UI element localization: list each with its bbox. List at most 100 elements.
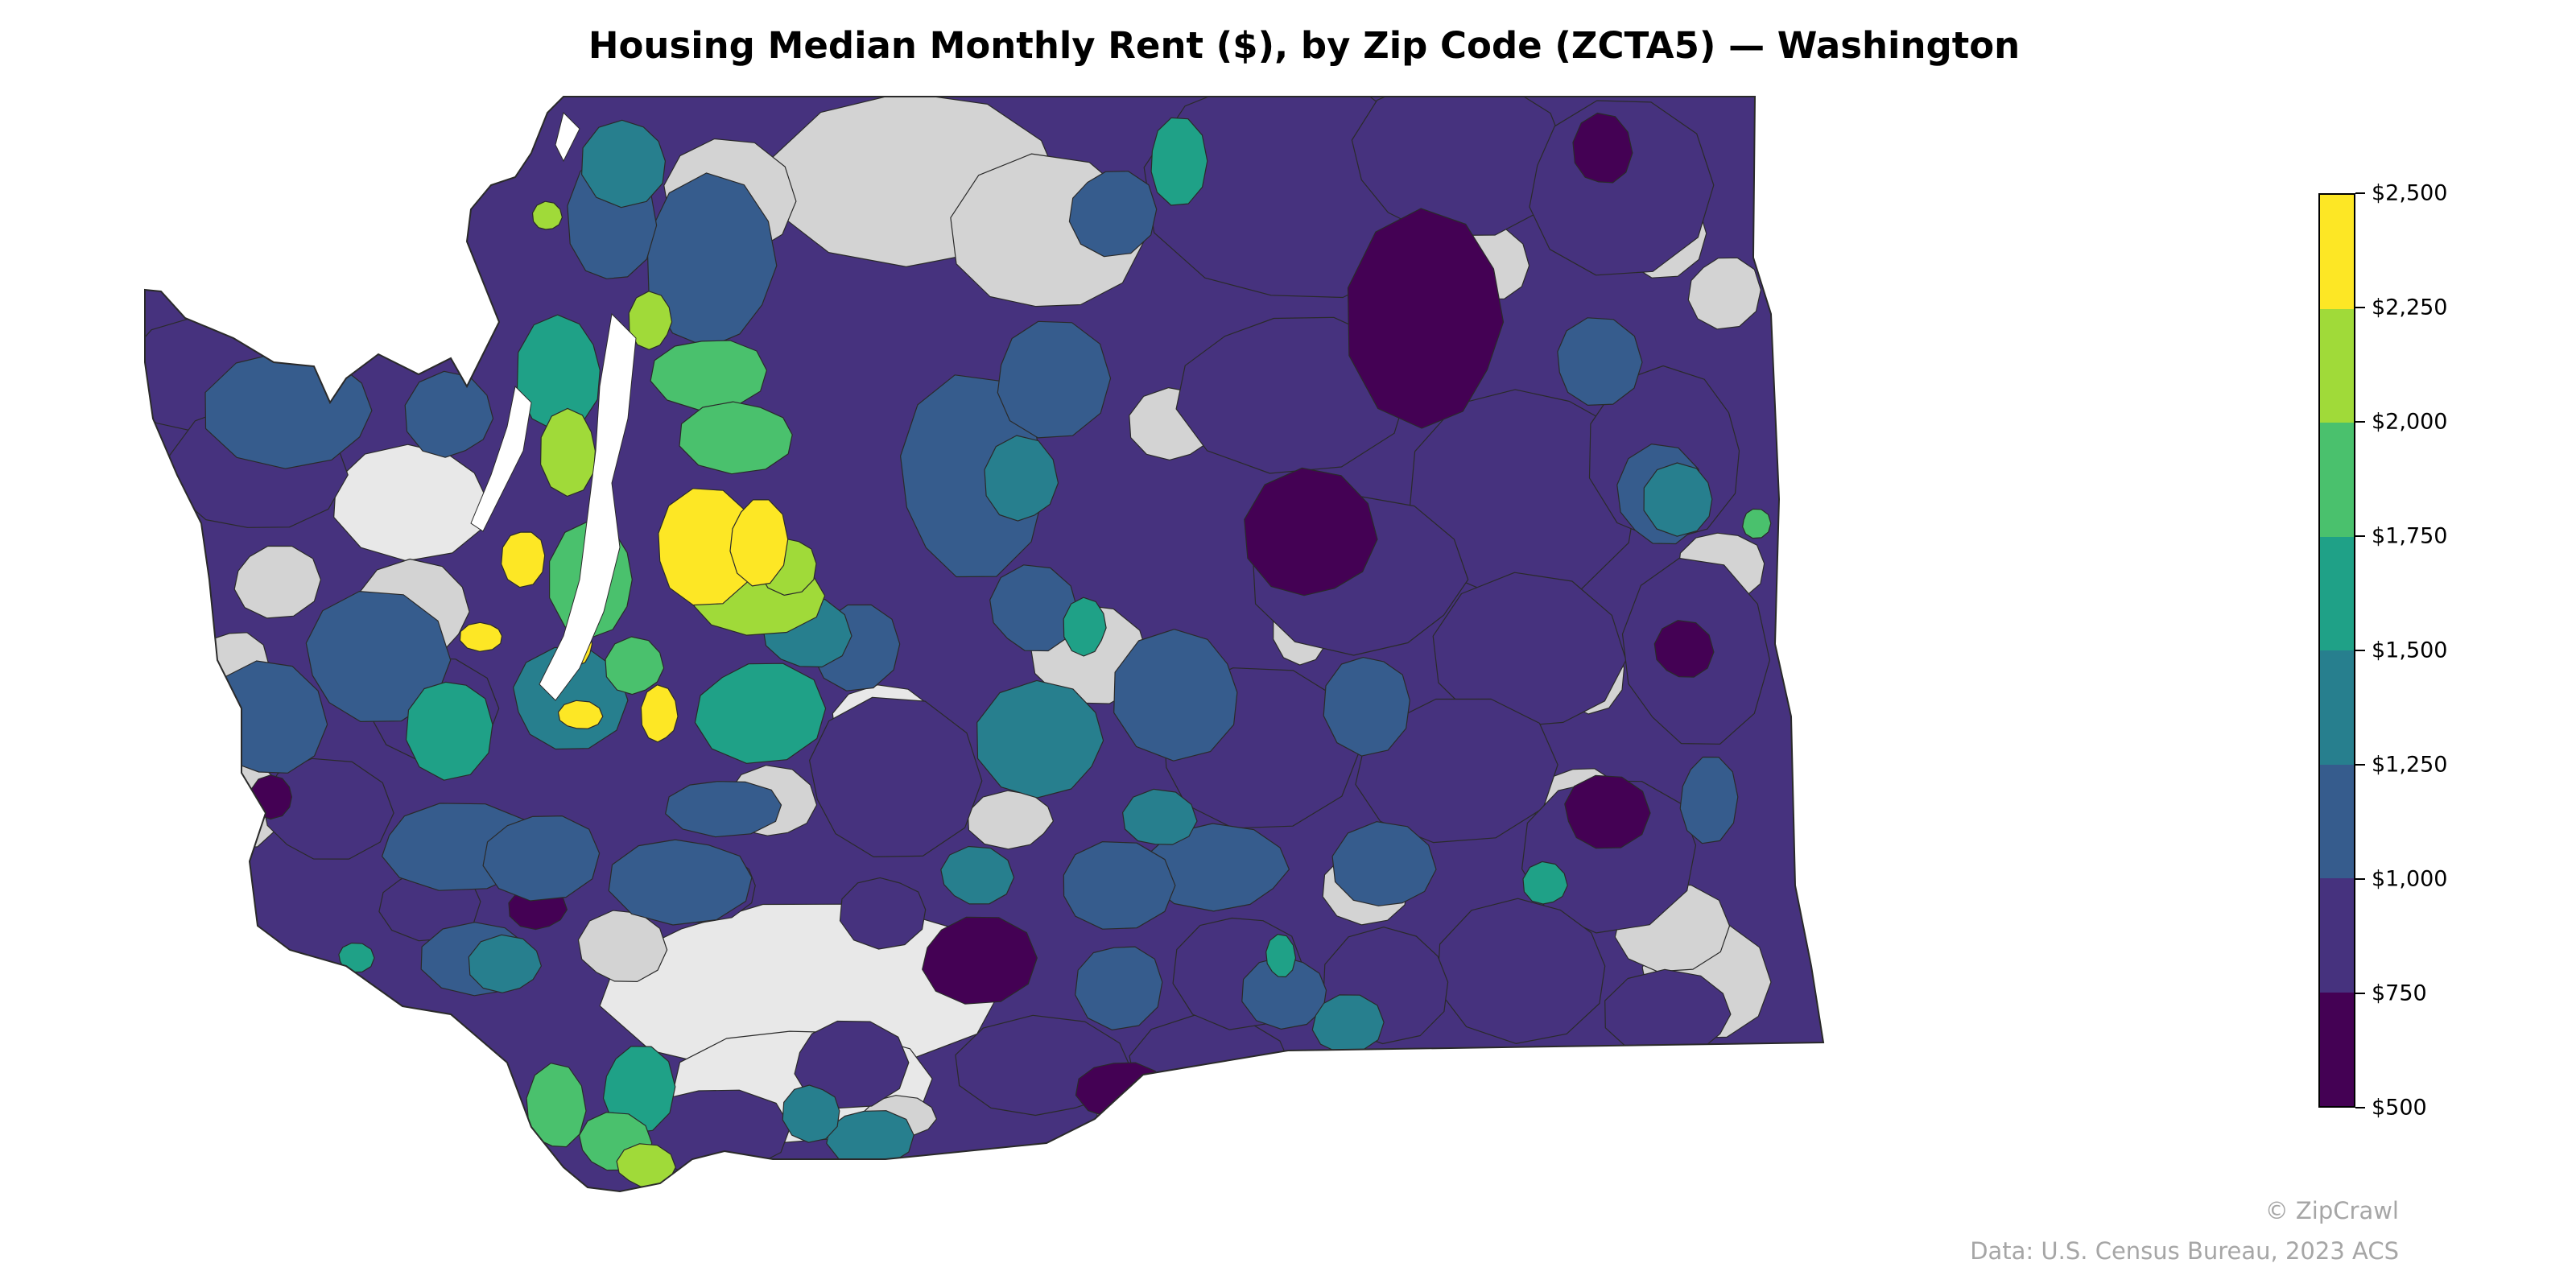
colorbar-tick: [2355, 764, 2365, 766]
colorbar-tick-label: $1,500: [2372, 638, 2448, 663]
zip-zone: [436, 1096, 492, 1141]
zip-zone: [1265, 934, 1297, 978]
colorbar-bin-1: [2320, 878, 2354, 993]
map-title: Housing Median Monthly Rent ($), by Zip …: [588, 24, 2021, 67]
colorbar-bin-4: [2320, 536, 2354, 650]
puget-sound-water: [470, 112, 637, 701]
zip-zone: [233, 545, 321, 619]
colorbar-tick: [2355, 307, 2365, 308]
zip-zone: [468, 934, 542, 993]
zip-zone: [694, 663, 827, 764]
zip-zone: [1075, 946, 1163, 1030]
zip-zone: [984, 435, 1059, 522]
zip-zone: [1331, 821, 1437, 906]
zip-zone: [1347, 208, 1505, 429]
colorbar-tick: [2355, 192, 2365, 194]
zip-zone: [459, 621, 503, 652]
colorbar-tick: [2355, 1107, 2365, 1108]
zip-zone: [540, 407, 596, 497]
source-text: Data: U.S. Census Bureau, 2023 ACS: [1970, 1237, 2399, 1265]
colorbar-tick: [2355, 878, 2365, 880]
zip-zone: [1679, 756, 1739, 844]
zip-zone: [628, 291, 673, 350]
zip-zone: [1408, 389, 1639, 603]
zip-zone: [665, 781, 782, 838]
colorbar-bin-7: [2320, 195, 2354, 309]
zip-zone: [531, 200, 563, 230]
colorbar-tick-label: $2,000: [2372, 409, 2448, 435]
zip-zone: [1557, 317, 1643, 406]
zip-zone: [1244, 467, 1378, 597]
colorbar-bin-2: [2320, 764, 2354, 878]
colorbar-tick-label: $1,250: [2372, 752, 2448, 778]
zip-zone: [1432, 572, 1627, 727]
zip-zone: [640, 684, 679, 743]
zip-zone: [1687, 257, 1761, 330]
colorbar-tick-label: $2,500: [2372, 180, 2448, 206]
zip-zone: [513, 646, 629, 750]
zip-zone: [1355, 698, 1558, 844]
zip-zone: [1564, 774, 1651, 849]
colorbar-tick: [2355, 535, 2365, 537]
zip-zone: [1063, 841, 1176, 930]
zip-zone: [1643, 462, 1713, 537]
colorbar-bin-6: [2320, 308, 2354, 423]
zip-zone: [305, 591, 452, 722]
zip-zone: [782, 1084, 840, 1143]
colorbar-bin-5: [2320, 423, 2354, 537]
zip-zone: [1522, 861, 1568, 905]
water-body: [470, 385, 532, 532]
zip-zone: [1113, 629, 1238, 762]
zip-zone: [1521, 780, 1697, 934]
colorbar-tick-label: $500: [2372, 1095, 2427, 1121]
colorbar-tick-label: $2,250: [2372, 295, 2448, 320]
colorbar: [2318, 193, 2355, 1108]
zip-zone: [1351, 97, 1570, 237]
zip-zone: [405, 681, 493, 781]
water-body: [539, 312, 637, 701]
zip-zone: [581, 119, 666, 208]
water-body: [555, 112, 580, 163]
zip-zone: [922, 916, 1038, 1005]
colorbar-tick-label: $750: [2372, 980, 2427, 1006]
zip-zone: [809, 696, 983, 857]
zip-zone: [1742, 508, 1772, 539]
zip-zone: [526, 1063, 587, 1148]
zip-zone: [1323, 657, 1410, 757]
zip-zone: [602, 1046, 676, 1133]
zip-zone: [1241, 956, 1327, 1030]
zip-zone: [679, 401, 793, 475]
zip-zone: [501, 531, 546, 588]
colorbar-tick-label: $1,750: [2372, 523, 2448, 549]
zip-zone: [729, 499, 789, 587]
zip-zone: [605, 636, 665, 696]
zip-zone: [482, 815, 601, 902]
zip-zone: [338, 942, 375, 973]
zip-zone: [557, 700, 604, 729]
zip-zone: [646, 172, 778, 349]
zip-zone: [404, 370, 494, 458]
zip-zone: [658, 488, 758, 606]
colorbar-tick: [2355, 650, 2365, 651]
zip-zone: [608, 839, 753, 926]
credit-text: © ZipCrawl: [2264, 1197, 2399, 1224]
zip-zone: [333, 444, 488, 562]
colorbar-tick: [2355, 993, 2365, 994]
colorbar-bin-3: [2320, 650, 2354, 765]
zip-zone: [989, 564, 1079, 652]
zip-zone: [1122, 788, 1198, 845]
colorbar-bin-0: [2320, 992, 2354, 1106]
zip-zone: [1063, 597, 1107, 657]
zip-zone: [940, 845, 1015, 905]
zip-zone: [794, 1020, 910, 1109]
zip-zone: [1653, 620, 1715, 678]
zip-zone: [1160, 1067, 1218, 1111]
zip-zone: [1150, 117, 1208, 206]
zip-zone: [997, 320, 1112, 439]
zip-zone: [839, 877, 927, 950]
zip-zone: [1068, 171, 1158, 258]
colorbar-tick-label: $1,000: [2372, 866, 2448, 892]
